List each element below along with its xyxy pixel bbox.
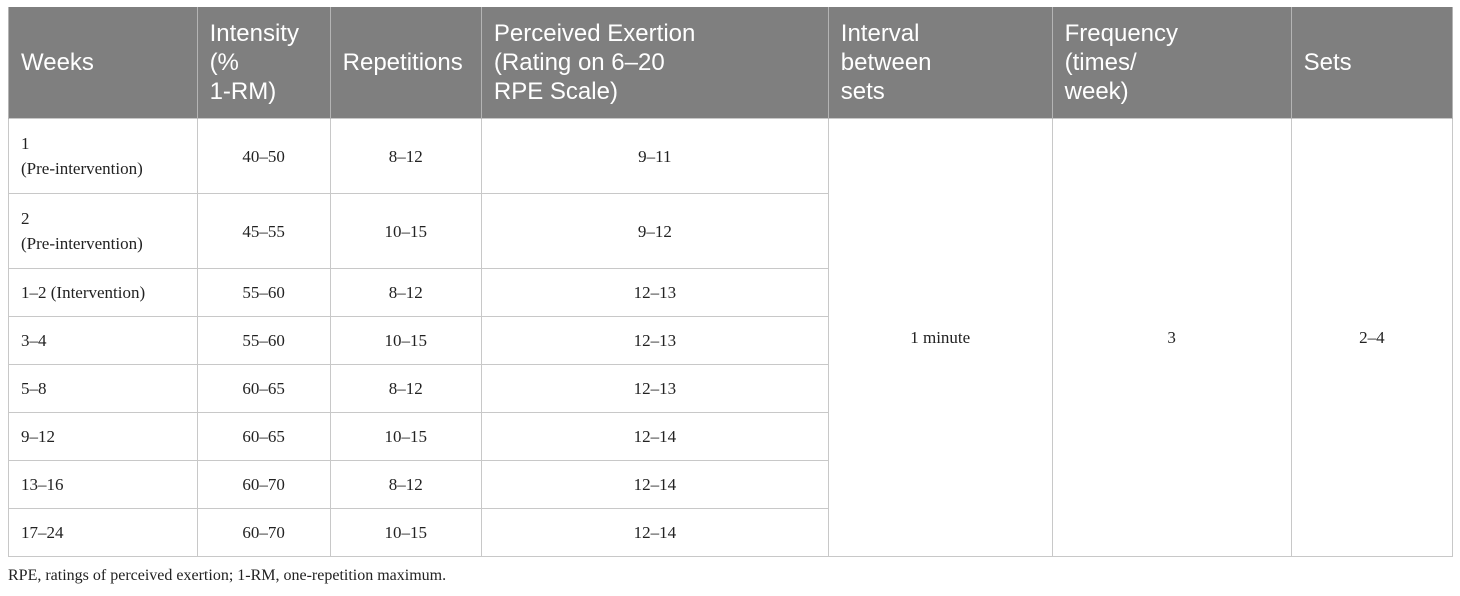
cell-intensity: 60–65 — [196, 412, 331, 461]
cell-repetitions: 8–12 — [329, 118, 482, 194]
cell-weeks: 2 (Pre-intervention) — [8, 193, 198, 269]
cell-intensity: 55–60 — [196, 316, 331, 365]
cell-repetitions: 10–15 — [329, 316, 482, 365]
table-row: 5–8 60–65 8–12 12–13 — [8, 364, 1453, 413]
cell-intensity: 45–55 — [196, 193, 331, 269]
cell-exertion: 9–11 — [480, 118, 829, 194]
header-perceived-exertion: Perceived Exertion (Rating on 6–20 RPE S… — [480, 7, 829, 119]
cell-frequency-merged: 3 — [1051, 118, 1292, 557]
cell-repetitions: 10–15 — [329, 508, 482, 557]
table-footnote: RPE, ratings of perceived exertion; 1-RM… — [8, 567, 447, 584]
cell-repetitions: 10–15 — [329, 412, 482, 461]
table-row: 3–4 55–60 10–15 12–13 — [8, 316, 1453, 365]
header-weeks: Weeks — [8, 7, 198, 119]
table-row: 17–24 60–70 10–15 12–14 — [8, 508, 1453, 557]
table-row: 2 (Pre-intervention) 45–55 10–15 9–12 — [8, 193, 1453, 269]
table-row: 1–2 (Intervention) 55–60 8–12 12–13 — [8, 268, 1453, 317]
cell-weeks: 9–12 — [8, 412, 198, 461]
cell-weeks: 17–24 — [8, 508, 198, 557]
cell-weeks: 3–4 — [8, 316, 198, 365]
cell-exertion: 12–13 — [480, 268, 829, 317]
training-table-container: Weeks Intensity (% 1-RM) Repetitions Per… — [8, 7, 1454, 557]
cell-intensity: 60–70 — [196, 460, 331, 509]
header-interval: Interval between sets — [827, 7, 1053, 119]
cell-exertion: 12–14 — [480, 508, 829, 557]
cell-intensity: 60–70 — [196, 508, 331, 557]
cell-repetitions: 10–15 — [329, 193, 482, 269]
cell-intensity: 55–60 — [196, 268, 331, 317]
training-protocol-table: Weeks Intensity (% 1-RM) Repetitions Per… — [8, 7, 1454, 557]
cell-repetitions: 8–12 — [329, 364, 482, 413]
cell-intensity: 60–65 — [196, 364, 331, 413]
cell-weeks: 1–2 (Intervention) — [8, 268, 198, 317]
cell-intensity: 40–50 — [196, 118, 331, 194]
header-repetitions: Repetitions — [329, 7, 482, 119]
cell-exertion: 12–14 — [480, 412, 829, 461]
cell-sets-merged: 2–4 — [1290, 118, 1454, 557]
cell-exertion: 12–13 — [480, 316, 829, 365]
cell-weeks: 13–16 — [8, 460, 198, 509]
cell-repetitions: 8–12 — [329, 460, 482, 509]
header-sets: Sets — [1290, 7, 1454, 119]
cell-exertion: 9–12 — [480, 193, 829, 269]
cell-exertion: 12–13 — [480, 364, 829, 413]
table-row: 1 (Pre-intervention) 40–50 8–12 9–11 1 m… — [8, 118, 1454, 557]
cell-weeks: 5–8 — [8, 364, 198, 413]
header-frequency: Frequency (times/ week) — [1051, 7, 1292, 119]
table-row: 13–16 60–70 8–12 12–14 — [8, 460, 1453, 509]
header-intensity: Intensity (% 1-RM) — [196, 7, 331, 119]
cell-exertion: 12–14 — [480, 460, 829, 509]
cell-weeks: 1 (Pre-intervention) — [8, 118, 198, 194]
cell-interval-merged: 1 minute — [827, 118, 1053, 557]
table-header-row: Weeks Intensity (% 1-RM) Repetitions Per… — [8, 7, 1454, 119]
cell-repetitions: 8–12 — [329, 268, 482, 317]
